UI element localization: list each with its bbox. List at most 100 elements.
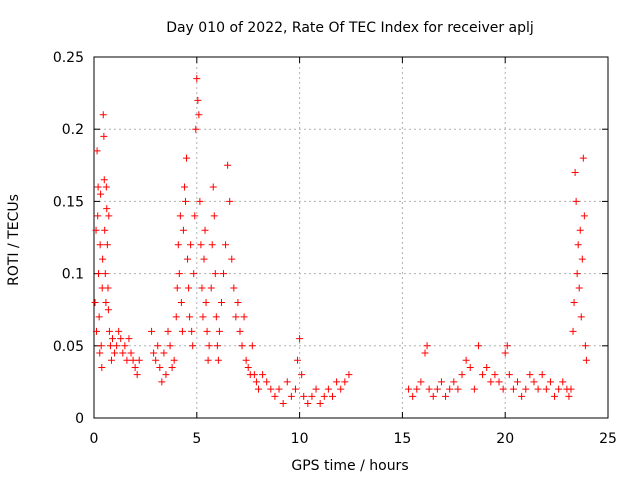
data-point	[125, 335, 133, 343]
data-point	[212, 313, 220, 321]
data-point	[254, 385, 262, 393]
chart-title: Day 010 of 2022, Rate Of TEC Index for r…	[166, 20, 534, 36]
x-axis: 0 5 10 15 20 25	[90, 57, 617, 447]
data-point	[176, 212, 184, 220]
data-point	[217, 298, 225, 306]
data-point	[98, 363, 106, 371]
data-point	[173, 284, 181, 292]
data-point	[180, 183, 188, 191]
data-point	[93, 147, 101, 155]
data-point	[555, 385, 563, 393]
data-point	[574, 241, 582, 249]
data-point	[263, 378, 271, 386]
data-point	[570, 298, 578, 306]
data-point	[121, 342, 129, 350]
data-point	[232, 313, 240, 321]
data-point	[162, 371, 170, 379]
data-point	[170, 356, 178, 364]
data-point	[551, 392, 559, 400]
data-point	[198, 284, 206, 292]
data-point	[413, 385, 421, 393]
data-point	[279, 400, 287, 408]
y-axis: 0 0.05 0.1 0.15 0.2 0.25	[53, 50, 608, 427]
y-tick-label: 0.15	[53, 194, 84, 210]
data-point	[172, 313, 180, 321]
data-point	[267, 385, 275, 393]
data-point	[131, 363, 139, 371]
data-point	[158, 378, 166, 386]
data-point	[565, 392, 573, 400]
data-point	[104, 306, 112, 314]
data-point	[164, 327, 172, 335]
data-point	[316, 400, 324, 408]
data-point	[337, 385, 345, 393]
data-point	[518, 392, 526, 400]
data-point	[94, 212, 102, 220]
data-point	[526, 371, 534, 379]
data-point	[102, 183, 110, 191]
data-point	[474, 342, 482, 350]
data-point	[152, 356, 160, 364]
data-point	[479, 371, 487, 379]
data-point	[209, 183, 217, 191]
data-point	[101, 270, 109, 278]
data-point	[240, 313, 248, 321]
data-point	[192, 125, 200, 133]
data-point	[106, 342, 114, 350]
data-points	[91, 75, 590, 408]
data-point	[567, 385, 575, 393]
data-point	[191, 212, 199, 220]
data-point	[271, 392, 279, 400]
data-point	[296, 335, 304, 343]
data-point	[405, 385, 413, 393]
x-tick-label: 5	[192, 431, 201, 447]
data-point	[113, 342, 121, 350]
data-point	[559, 378, 567, 386]
data-point	[105, 327, 113, 335]
data-point	[248, 342, 256, 350]
data-point	[538, 371, 546, 379]
plot-frame	[93, 56, 609, 419]
data-point	[154, 342, 162, 350]
data-point	[187, 241, 195, 249]
data-point	[487, 378, 495, 386]
data-point	[577, 313, 585, 321]
data-point	[111, 349, 119, 357]
data-point	[433, 385, 441, 393]
data-point	[522, 385, 530, 393]
data-point	[178, 327, 186, 335]
data-point	[188, 327, 196, 335]
data-point	[97, 342, 105, 350]
data-point	[95, 270, 103, 278]
data-point	[189, 342, 197, 350]
data-point	[458, 371, 466, 379]
data-point	[202, 298, 210, 306]
data-point	[177, 298, 185, 306]
data-point	[446, 385, 454, 393]
data-point	[429, 392, 437, 400]
data-point	[425, 385, 433, 393]
data-point	[236, 327, 244, 335]
data-point	[298, 371, 306, 379]
x-tick-label: 0	[90, 431, 99, 447]
data-point	[109, 335, 117, 343]
grid	[94, 57, 608, 418]
data-point	[423, 342, 431, 350]
data-point	[183, 154, 191, 162]
data-point	[534, 385, 542, 393]
data-point	[194, 96, 202, 104]
data-point	[287, 392, 295, 400]
data-point	[215, 327, 223, 335]
data-point	[505, 371, 513, 379]
y-tick-label: 0.05	[53, 339, 84, 355]
y-tick-label: 0.25	[53, 50, 84, 66]
data-point	[454, 385, 462, 393]
data-point	[100, 132, 108, 140]
data-point	[197, 241, 205, 249]
data-point	[238, 342, 246, 350]
data-point	[308, 392, 316, 400]
data-point	[578, 255, 586, 263]
data-point	[491, 371, 499, 379]
data-point	[582, 356, 590, 364]
data-point	[546, 378, 554, 386]
